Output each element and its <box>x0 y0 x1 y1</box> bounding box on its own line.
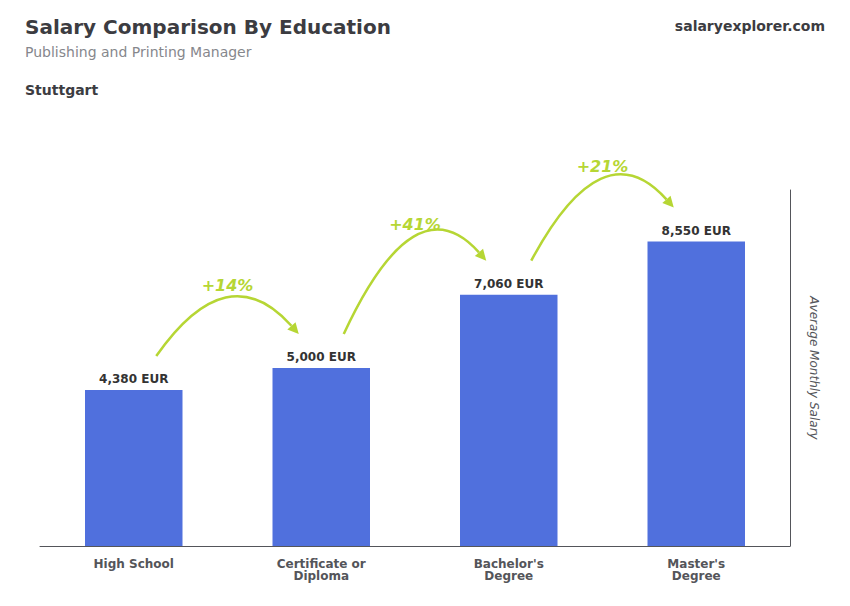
svg-text:+14%: +14% <box>202 276 254 295</box>
svg-text:Average Monthly Salary: Average Monthly Salary <box>807 295 821 440</box>
svg-text:8,550 EUR: 8,550 EUR <box>662 224 731 238</box>
svg-text:+21%: +21% <box>577 157 629 176</box>
svg-text:Diploma: Diploma <box>293 569 349 583</box>
svg-text:5,000 EUR: 5,000 EUR <box>287 350 356 364</box>
svg-text:7,060 EUR: 7,060 EUR <box>474 277 543 291</box>
svg-text:Master's: Master's <box>667 557 726 571</box>
svg-text:Publishing and Printing Manage: Publishing and Printing Manager <box>25 44 252 60</box>
svg-text:Salary Comparison By Education: Salary Comparison By Education <box>25 15 391 39</box>
svg-text:+41%: +41% <box>389 215 441 234</box>
svg-text:salaryexplorer.com: salaryexplorer.com <box>675 18 825 34</box>
svg-text:Degree: Degree <box>672 569 721 583</box>
svg-text:High School: High School <box>94 557 174 571</box>
svg-text:4,380 EUR: 4,380 EUR <box>99 372 168 386</box>
svg-text:Stuttgart: Stuttgart <box>25 82 99 98</box>
svg-text:Degree: Degree <box>484 569 533 583</box>
svg-text:Bachelor's: Bachelor's <box>473 557 544 571</box>
svg-text:Certificate or: Certificate or <box>276 557 366 571</box>
